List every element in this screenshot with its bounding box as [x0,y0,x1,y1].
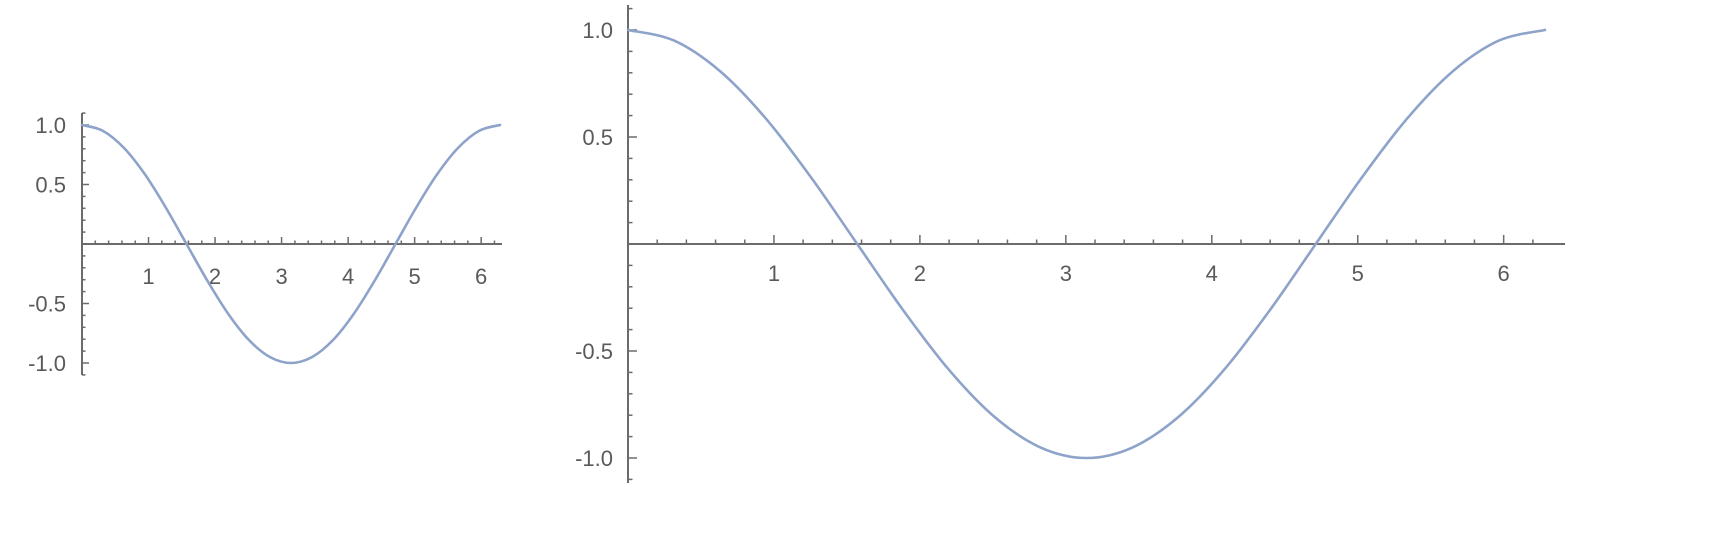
large-plot: 1 2 3 4 5 6 -1.0 -0.5 0.5 1.0 [575,5,1565,483]
x-tick-label: 4 [1206,261,1218,286]
y-tick-label: -1.0 [575,446,613,471]
x-tick-label: 4 [342,264,354,289]
y-tick-label: 1.0 [582,18,613,43]
x-tick-label: 2 [914,261,926,286]
y-tick-label: -0.5 [28,291,66,316]
x-tick-label: 2 [209,264,221,289]
series-line [626,28,1547,460]
x-tick-label: 1 [142,264,154,289]
y-tick-label: 1.0 [35,113,66,138]
x-tick-label: 6 [475,264,487,289]
x-tick-label: 5 [409,264,421,289]
x-tick-label: 3 [275,264,287,289]
small-plot: 1 2 3 4 5 6 -1.0 -0.5 0.5 1.0 [28,112,502,376]
y-tick-label: -1.0 [28,351,66,376]
x-tick-label: 1 [768,261,780,286]
y-tick-label: 0.5 [582,125,613,150]
y-tick-label: -0.5 [575,339,613,364]
x-tick-label: 3 [1060,261,1072,286]
y-tick-label: 0.5 [35,172,66,197]
series-line [80,123,502,365]
x-tick-label: 5 [1352,261,1364,286]
x-tick-label: 6 [1498,261,1510,286]
